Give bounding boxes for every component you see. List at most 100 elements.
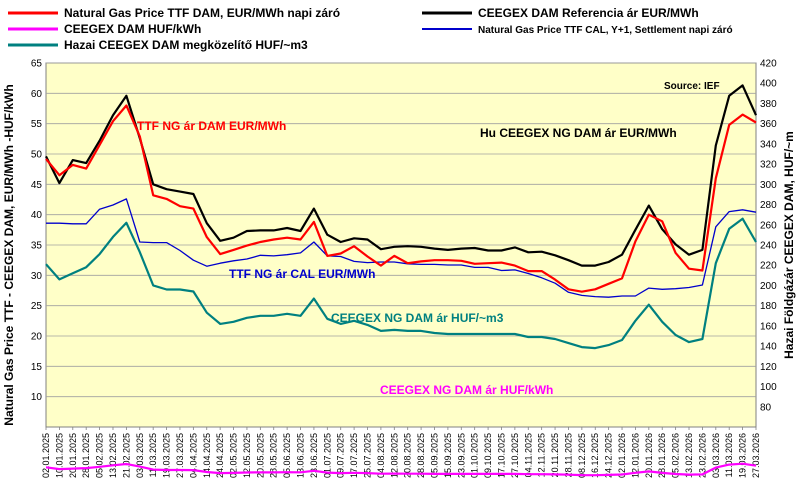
- x-tick-label: 24.04.2025: [215, 433, 225, 478]
- x-tick-label: 27.03.2026: [751, 433, 761, 478]
- x-tick-label: 05.09.2025: [429, 433, 439, 478]
- x-tick-label: 28.01.2025: [81, 433, 91, 478]
- x-tick-label: 16.12.2025: [590, 433, 600, 478]
- y2-tick-label: 360: [760, 119, 777, 130]
- y2-tick-label: 180: [760, 301, 777, 312]
- x-tick-label: 27.03.2025: [175, 433, 185, 478]
- x-tick-label: 09.10.2025: [483, 433, 493, 478]
- x-tick-label: 28.08.2025: [416, 433, 426, 478]
- x-tick-label: 20.08.2025: [403, 433, 413, 478]
- x-tick-label: 12.08.2025: [389, 433, 399, 478]
- legend-label-ttf_dam: Natural Gas Price TTF DAM, EUR/MWh napi …: [64, 6, 340, 20]
- annotation-ttf_cal: TTF NG ár CAL EUR/MWh: [229, 267, 375, 281]
- y2-tick-label: 140: [760, 342, 777, 353]
- series-line-ttf_dam: [45, 104, 757, 293]
- y2-tick-label: 300: [760, 180, 777, 191]
- series-line-ttf_cal: [46, 198, 757, 298]
- y2-tick-label: 200: [760, 281, 777, 292]
- y2-tick-label: 380: [760, 99, 777, 110]
- annotation-ceegex_ref: Hu CEEGEX NG DAM ár EUR/MWh: [480, 126, 677, 140]
- y2-tick-label: 320: [760, 160, 777, 171]
- x-tick-label: 12.11.2025: [537, 433, 547, 477]
- y-tick-label: 20: [31, 332, 43, 343]
- annotation-ttf_dam: TTF NG ár DAM EUR/MWh: [137, 119, 286, 133]
- y-axis-right: 80 100 120 140 160 180 200 220 240 260 280 300 320 34…: [760, 59, 777, 414]
- x-tick-label: 09.07.2025: [336, 433, 346, 478]
- x-tick-label: 25.07.2025: [363, 433, 373, 478]
- x-tick-label: 05.02.2026: [671, 433, 681, 478]
- x-tick-label: 17.10.2025: [496, 433, 506, 478]
- series-line-ceegex_kwh: [45, 462, 757, 477]
- series-layer: [45, 84, 758, 477]
- annotation-ceegex_kwh: CEEGEX NG DAM ár HUF/kWh: [380, 383, 553, 397]
- x-tick-label: 20.11.2025: [550, 433, 560, 477]
- x-tick-label: 04.08.2025: [376, 433, 386, 478]
- series-line-ceegex_m3: [45, 217, 757, 350]
- x-tick-label: 15.09.2025: [443, 433, 453, 478]
- y-tick-label: 45: [31, 180, 43, 191]
- y2-tick-label: 220: [760, 261, 777, 272]
- y2-tick-label: 80: [760, 402, 772, 413]
- source-label: Source: IEF: [664, 81, 720, 92]
- x-tick-label: 20.05.2025: [255, 433, 265, 478]
- legend-label-ceegex_ref: CEEGEX DAM Referencia ár EUR/MWh: [478, 6, 699, 20]
- y-tick-label: 30: [31, 271, 43, 282]
- y2-tick-label: 160: [760, 321, 777, 332]
- y2-tick-label: 240: [760, 241, 777, 252]
- legend: Natural Gas Price TTF DAM, EUR/MWh napi …: [8, 6, 733, 52]
- grid: [46, 62, 756, 398]
- x-tick-label: 03.03.2026: [711, 433, 721, 478]
- x-tick-label: 13.02.2025: [108, 433, 118, 478]
- legend-label-ceegex_m3: Hazai CEEGEX DAM megközelítő HUF/~m3: [64, 38, 308, 52]
- x-tick-label: 28.05.2025: [269, 433, 279, 478]
- y2-tick-label: 120: [760, 362, 777, 373]
- x-tick-label: 02.01.2025: [41, 433, 51, 478]
- x-tick-label: 14.04.2025: [202, 433, 212, 478]
- x-tick-label: 28.11.2025: [563, 433, 573, 477]
- y-tick-label: 60: [31, 89, 43, 100]
- y2-tick-label: 420: [760, 59, 777, 70]
- y2-tick-label: 260: [760, 220, 777, 231]
- y2-tick-label: 400: [760, 79, 777, 90]
- x-tick-label: 19.03.2025: [162, 433, 172, 478]
- y-tick-label: 25: [31, 301, 43, 312]
- x-tick-label: 23.09.2025: [456, 433, 466, 478]
- x-tick-label: 19.03.2026: [738, 433, 748, 478]
- y-tick-label: 40: [31, 210, 43, 221]
- y-tick-label: 10: [31, 392, 43, 403]
- x-tick-label: 04.11.2025: [523, 433, 533, 477]
- x-tick-label: 01.07.2025: [322, 433, 332, 478]
- x-tick-label: 10.01.2025: [54, 433, 64, 478]
- y-axis-left: 10 15 20 25 30 35 40 45 50 55 60 65: [31, 59, 43, 404]
- y2-tick-label: 340: [760, 139, 777, 150]
- x-tick-label: 02.05.2025: [229, 433, 239, 478]
- x-tick-label: 27.10.2025: [510, 433, 520, 478]
- x-tick-label: 17.07.2025: [349, 433, 359, 478]
- y-tick-label: 15: [31, 362, 43, 373]
- x-tick-label: 20.01.2025: [68, 433, 78, 478]
- y-tick-label: 65: [31, 59, 43, 70]
- x-tick-label: 13.06.2025: [296, 433, 306, 478]
- x-tick-label: 13.02.2026: [684, 433, 694, 478]
- x-tick-label: 20.01.2026: [644, 433, 654, 478]
- x-tick-label: 05.02.2025: [95, 433, 105, 478]
- x-tick-label: 04.04.2025: [188, 433, 198, 478]
- x-tick-label: 12.01.2026: [630, 433, 640, 478]
- x-tick-label: 23.02.2026: [697, 433, 707, 478]
- y2-tick-label: 280: [760, 200, 777, 211]
- series-line-ceegex_ref: [45, 84, 758, 267]
- y2-tick-label: 100: [760, 382, 777, 393]
- x-axis: 02.01.2025 10.01.2025 20.01.2025 28.01.2025…: [41, 427, 761, 478]
- x-tick-label: 21.02.2025: [121, 433, 131, 478]
- y-tick-label: 35: [31, 241, 43, 252]
- legend-label-ceegex_kwh: CEEGEX DAM HUF/kWh: [64, 22, 201, 36]
- x-tick-label: 23.06.2025: [309, 433, 319, 478]
- y-tick-label: 50: [31, 150, 43, 161]
- annotation-ceegex_m3: CEEGEX NG DAM ár HUF/~m3: [331, 311, 504, 325]
- x-tick-label: 02.01.2026: [617, 433, 627, 478]
- y-tick-label: 55: [31, 119, 43, 130]
- y2-axis-title: Hazai Földgázár CEEGEX DAM, HUF/~m: [782, 131, 796, 359]
- x-tick-label: 12.05.2025: [242, 433, 252, 478]
- legend-label-ttf_cal: Natural Gas Price TTF CAL, Y+1, Settleme…: [478, 25, 733, 36]
